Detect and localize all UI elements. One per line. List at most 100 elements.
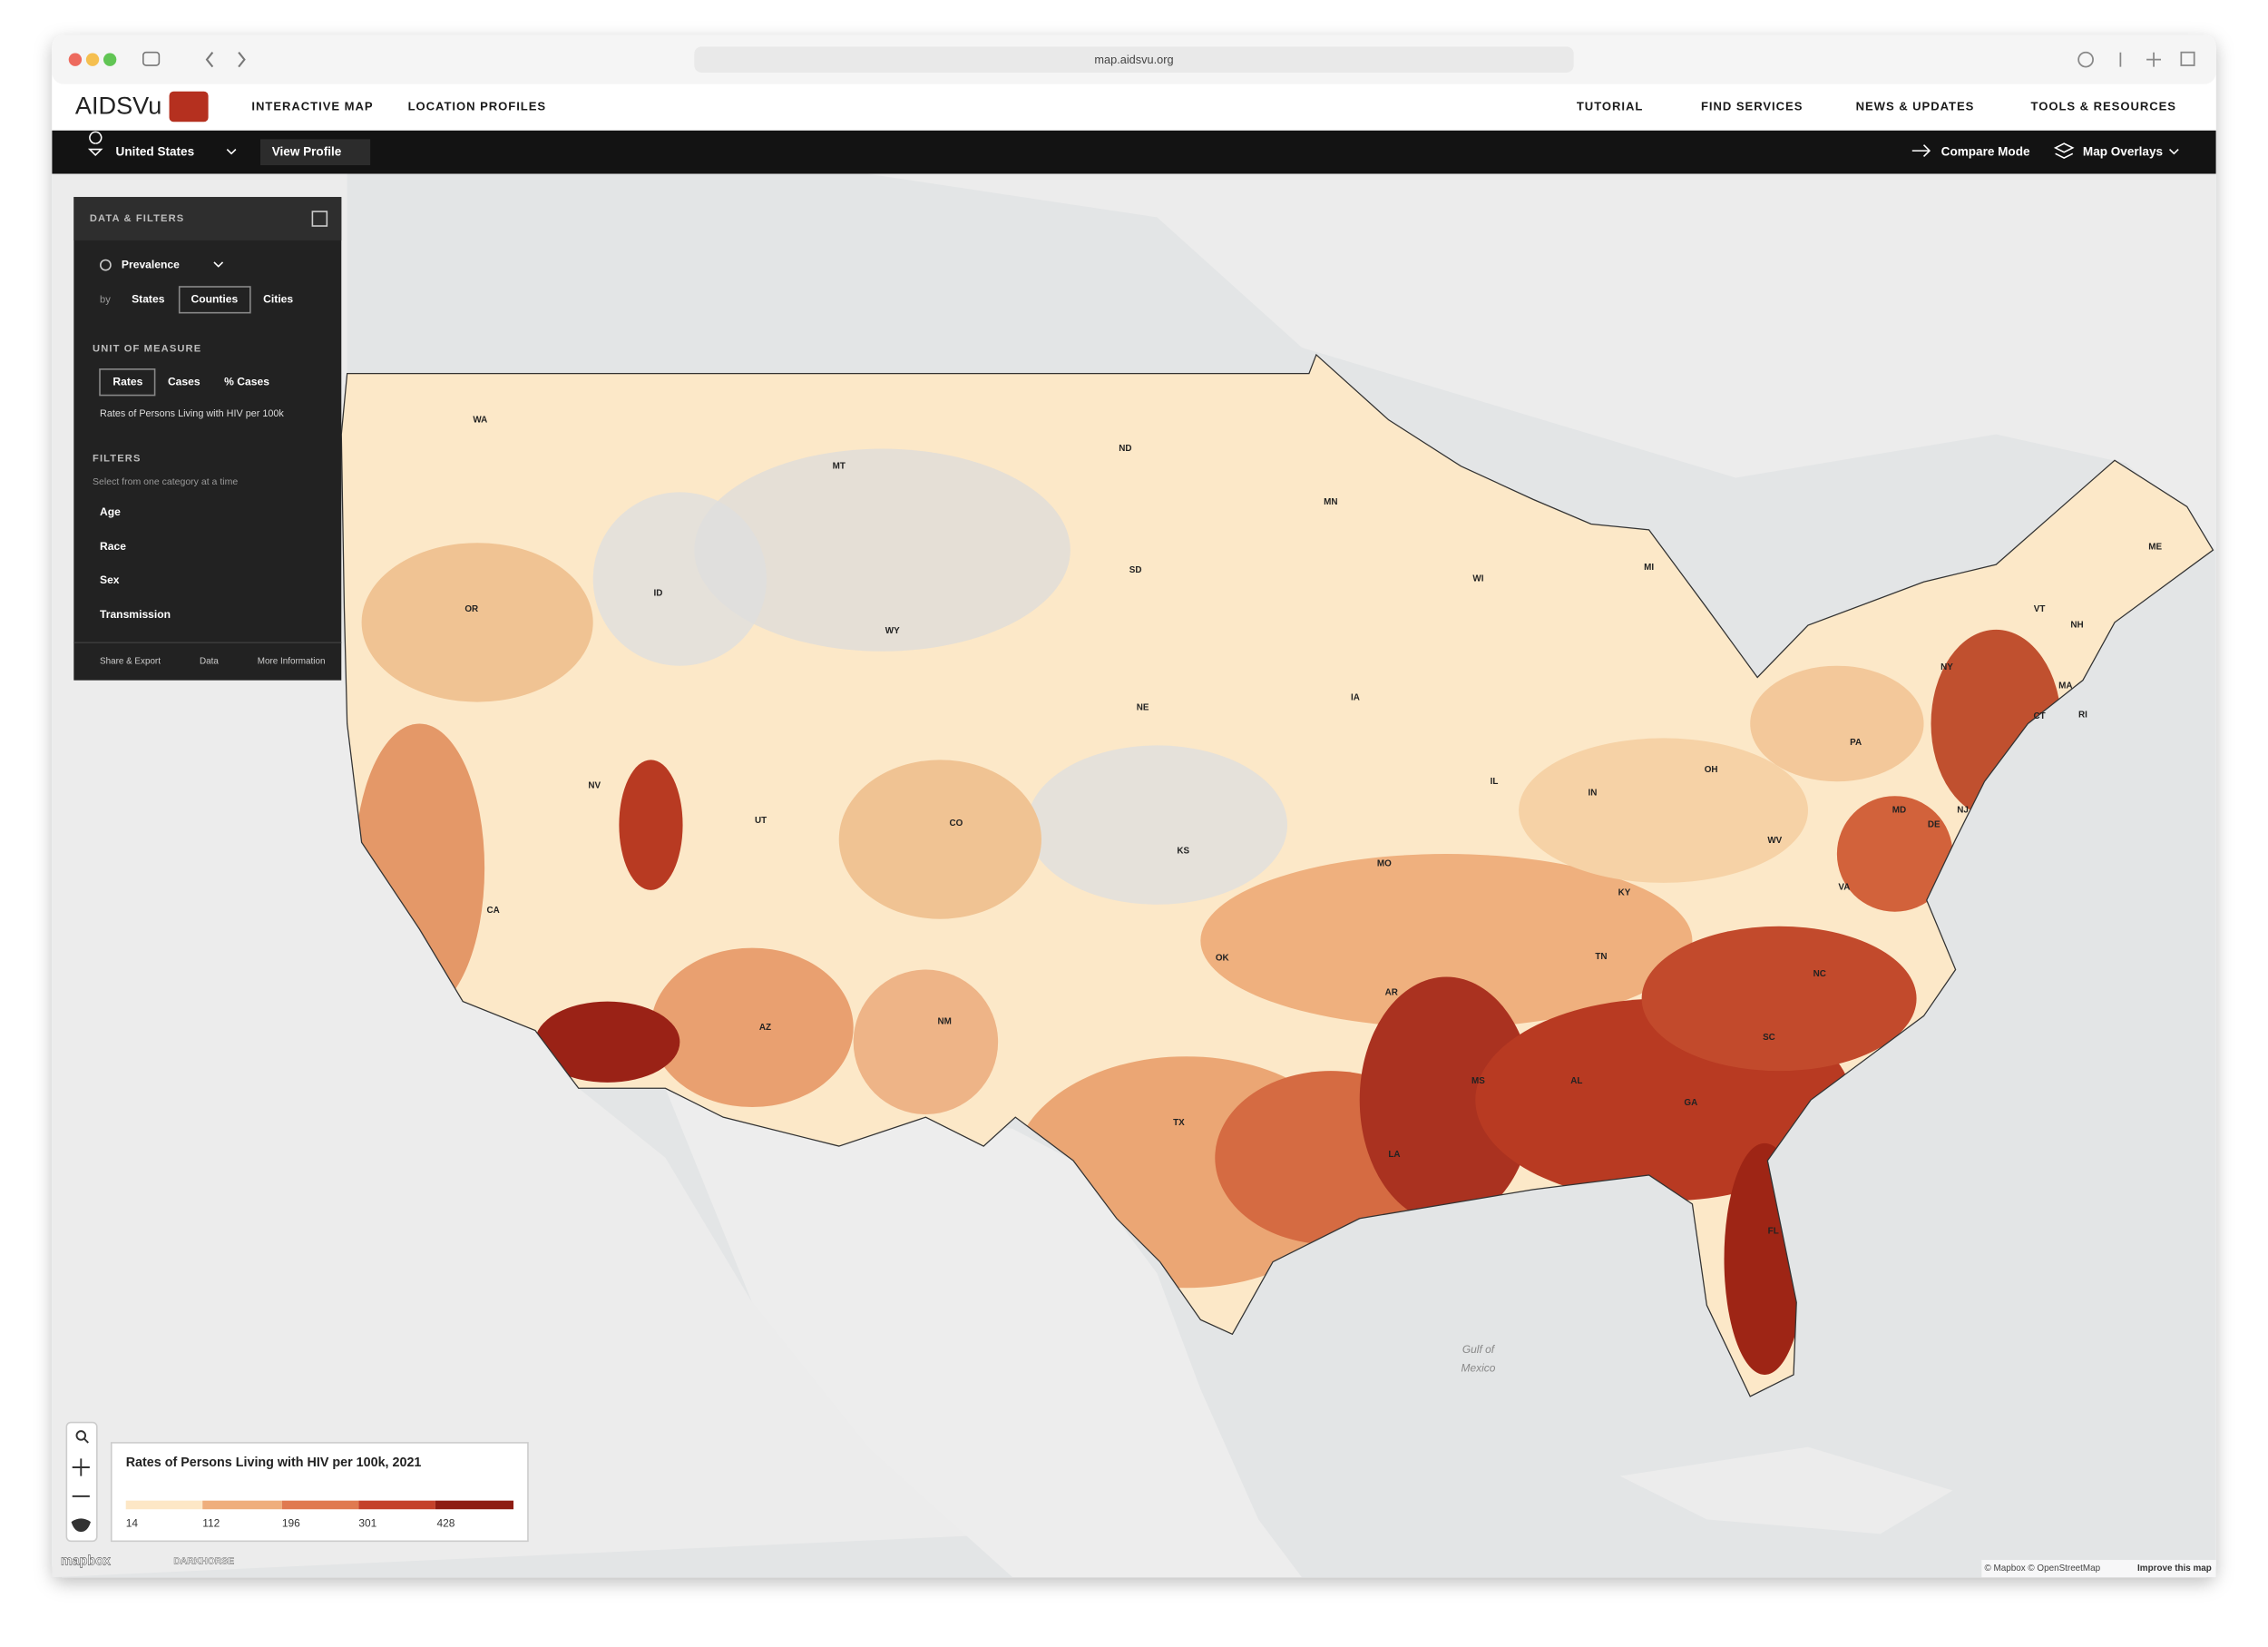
state-label: ME bbox=[2148, 543, 2162, 553]
state-label: NY bbox=[1941, 662, 1953, 672]
sidebar-icon[interactable] bbox=[142, 51, 161, 66]
state-label: NM bbox=[937, 1017, 951, 1027]
mapbox-logo[interactable]: mapbox bbox=[61, 1554, 112, 1569]
nav-link[interactable]: TUTORIAL bbox=[1577, 100, 1643, 113]
filter-select[interactable]: Race bbox=[100, 540, 126, 553]
nav-link[interactable]: LOCATION PROFILES bbox=[408, 100, 546, 113]
pin-icon bbox=[87, 131, 103, 157]
state-label: MA bbox=[2058, 681, 2072, 691]
state-label: VA bbox=[1838, 882, 1850, 892]
section-title: FILTERS bbox=[93, 454, 141, 465]
state-label: DE bbox=[1928, 820, 1941, 830]
canada-land bbox=[52, 173, 2216, 551]
state-label: FL bbox=[1768, 1227, 1779, 1237]
state-label: MT bbox=[833, 461, 846, 471]
minimize-button[interactable] bbox=[85, 53, 100, 66]
legend-break: 196 bbox=[282, 1516, 300, 1529]
close-button[interactable] bbox=[68, 53, 83, 66]
panel-title: DATA & FILTERS bbox=[90, 213, 184, 224]
panel-action[interactable]: Data bbox=[200, 657, 219, 667]
panel-header bbox=[73, 197, 342, 240]
app-toolbar bbox=[52, 130, 2216, 174]
state-label: IN bbox=[1588, 789, 1597, 799]
legend-break: 428 bbox=[437, 1516, 455, 1529]
compare-icon bbox=[1911, 144, 1931, 158]
legend-title: Rates of Persons Living with HIV per 100… bbox=[126, 1456, 422, 1470]
filter-select[interactable]: Sex bbox=[100, 574, 120, 586]
legend-swatches bbox=[125, 1500, 514, 1510]
state-label: MN bbox=[1324, 497, 1337, 507]
credits: © Mapbox © OpenStreetMap bbox=[1985, 1564, 2101, 1573]
state-label: NH bbox=[2070, 621, 2083, 631]
state-label: MO bbox=[1377, 859, 1392, 869]
view-profile[interactable]: View Profile bbox=[272, 144, 342, 158]
chevron bbox=[2169, 148, 2179, 155]
state-label: LA bbox=[1388, 1150, 1400, 1160]
layers-icon bbox=[2053, 142, 2075, 159]
info-icon[interactable] bbox=[100, 259, 112, 271]
state-label: RI bbox=[2078, 711, 2087, 721]
state-label: KS bbox=[1177, 846, 1189, 856]
zoom-controls bbox=[65, 1421, 98, 1543]
state-label: SC bbox=[1763, 1033, 1775, 1043]
by-label: by bbox=[100, 294, 111, 305]
state-label: MI bbox=[1644, 563, 1654, 573]
browser-actions[interactable] bbox=[2077, 51, 2195, 68]
state-label: GA bbox=[1684, 1098, 1697, 1108]
geography-tab[interactable]: Cities bbox=[263, 293, 293, 306]
panel-action[interactable]: More Information bbox=[258, 657, 326, 667]
zoom-button[interactable] bbox=[103, 53, 117, 66]
nav-link[interactable]: INTERACTIVE MAP bbox=[251, 100, 373, 113]
indicator-select[interactable]: Prevalence bbox=[122, 258, 180, 270]
choropleth[interactable] bbox=[341, 354, 2214, 1397]
state-label: AR bbox=[1385, 988, 1398, 998]
state-label: KY bbox=[1618, 888, 1631, 898]
logo[interactable]: AIDSVu bbox=[75, 91, 161, 119]
state-label: CA bbox=[487, 906, 500, 916]
state-label: TN bbox=[1595, 952, 1607, 962]
legend-break: 112 bbox=[202, 1516, 220, 1529]
improve-link[interactable]: Improve this map bbox=[2137, 1564, 2212, 1573]
state-label: OR bbox=[464, 604, 478, 614]
zoom-buttons[interactable] bbox=[71, 1430, 91, 1533]
state-label: WY bbox=[885, 626, 900, 636]
geography-tab[interactable]: States bbox=[132, 293, 165, 306]
state-label: WA bbox=[473, 415, 487, 425]
state-label: CO bbox=[949, 819, 963, 828]
nav-link[interactable]: NEWS & UPDATES bbox=[1856, 100, 1975, 113]
state-label: AL bbox=[1570, 1076, 1582, 1086]
collapse-button[interactable] bbox=[311, 211, 328, 227]
map-overlays[interactable]: Map Overlays bbox=[2083, 144, 2163, 158]
filter-select[interactable]: Transmission bbox=[100, 608, 171, 621]
geography-tab[interactable]: Counties bbox=[191, 293, 238, 306]
unit-tab[interactable]: Cases bbox=[168, 375, 200, 387]
state-label: MD bbox=[1892, 806, 1906, 816]
filter-select[interactable]: Age bbox=[100, 505, 121, 518]
state-label: NC bbox=[1813, 969, 1826, 979]
url-bar[interactable] bbox=[694, 46, 1574, 74]
logo-badge bbox=[169, 91, 209, 123]
state-label: IA bbox=[1351, 692, 1360, 702]
nav-link[interactable]: TOOLS & RESOURCES bbox=[2031, 100, 2176, 113]
state-label: WV bbox=[1767, 836, 1782, 846]
state-label: NV bbox=[588, 781, 601, 791]
legend bbox=[110, 1442, 529, 1543]
selected-tab bbox=[99, 368, 156, 397]
location-select[interactable]: United States bbox=[116, 144, 195, 158]
partner-logo[interactable]: DARKHORSE bbox=[173, 1556, 234, 1566]
history-arrows[interactable] bbox=[205, 52, 246, 68]
panel-action[interactable]: Share & Export bbox=[100, 657, 161, 667]
nav-link[interactable]: FIND SERVICES bbox=[1701, 100, 1803, 113]
unit-tab[interactable]: Rates bbox=[112, 375, 142, 387]
filters-panel bbox=[73, 197, 342, 681]
state-label: IL bbox=[1491, 777, 1499, 787]
unit-tab[interactable]: % Cases bbox=[224, 375, 269, 387]
view-profile-button[interactable] bbox=[259, 139, 371, 166]
state-label: NJ bbox=[1957, 806, 1969, 816]
selected-tab bbox=[178, 286, 251, 314]
compare-mode[interactable]: Compare Mode bbox=[1941, 144, 2030, 158]
unit-description: Rates of Persons Living with HIV per 100… bbox=[100, 408, 284, 419]
state-label: OH bbox=[1705, 765, 1718, 775]
